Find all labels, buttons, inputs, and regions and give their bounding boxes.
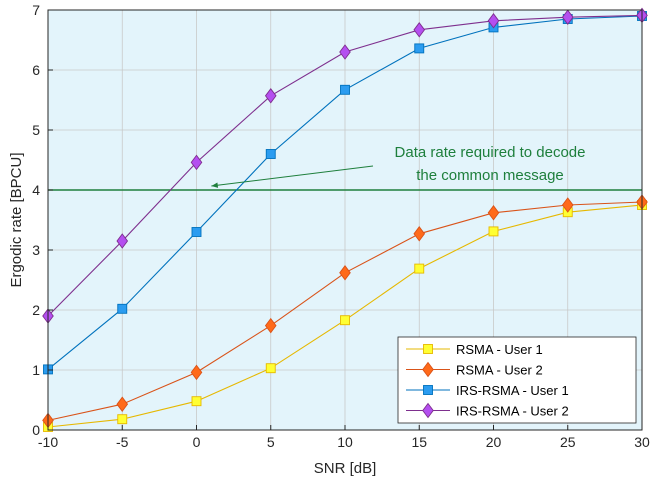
series-2 xyxy=(42,194,648,429)
data-point xyxy=(340,315,350,326)
series-4 xyxy=(42,7,648,324)
y-tick-label: 7 xyxy=(32,2,40,18)
x-tick-label: 5 xyxy=(267,434,275,450)
y-tick-label: 3 xyxy=(32,242,40,258)
data-point xyxy=(264,88,277,104)
series-1 xyxy=(43,200,647,432)
data-point xyxy=(264,317,277,334)
annotation-text-line: Data rate required to decode xyxy=(395,144,586,161)
x-tick-label: 20 xyxy=(486,434,502,450)
legend-marker xyxy=(422,402,434,419)
y-tick-label: 4 xyxy=(32,182,40,198)
series-group xyxy=(42,7,648,432)
data-point xyxy=(339,44,351,60)
legend-box xyxy=(397,336,637,424)
data-point xyxy=(265,363,276,374)
data-point xyxy=(339,265,351,281)
data-point xyxy=(190,154,203,171)
legend-item: RSMA - User 1 xyxy=(406,342,543,357)
data-point xyxy=(413,22,426,38)
legend-label: RSMA - User 1 xyxy=(456,342,543,357)
legend-marker xyxy=(422,361,434,378)
data-point xyxy=(340,84,350,95)
annotation-arrow-line xyxy=(211,165,374,187)
x-tick-label: -10 xyxy=(38,434,58,450)
annotation: Data rate required to decode the common m… xyxy=(211,144,585,188)
x-tick-label: -5 xyxy=(116,434,129,450)
data-point xyxy=(265,149,276,159)
y-tick-label: 6 xyxy=(32,62,40,78)
data-point xyxy=(191,396,202,407)
y-tick-label: 2 xyxy=(32,302,40,318)
data-point xyxy=(117,414,128,425)
data-point xyxy=(561,197,574,213)
legend-marker xyxy=(423,385,433,395)
data-point xyxy=(190,364,203,381)
annotation-text-line: the common message xyxy=(416,167,564,184)
data-point xyxy=(413,226,426,242)
legend-marker xyxy=(423,344,433,354)
x-axis-label: SNR [dB] xyxy=(314,460,377,477)
legend-item: IRS-RSMA - User 2 xyxy=(406,402,569,419)
data-point xyxy=(116,233,129,249)
x-tick-label: 30 xyxy=(634,434,650,450)
legend-label: RSMA - User 2 xyxy=(456,363,543,378)
data-point xyxy=(414,43,425,54)
tick-labels: -10 -5 0 5 10 15 20 25 30 0 1 2 3 4 5 6 7 xyxy=(32,2,650,450)
legend-label: IRS-RSMA - User 2 xyxy=(456,404,569,419)
data-point xyxy=(488,226,499,237)
data-point xyxy=(487,13,500,29)
x-tick-label: 10 xyxy=(337,434,353,450)
y-axis-label: Ergodic rate [BPCU] xyxy=(8,152,25,287)
y-tick-label: 0 xyxy=(32,422,40,438)
legend-item: IRS-RSMA - User 1 xyxy=(406,383,569,398)
y-tick-label: 1 xyxy=(32,362,40,378)
data-point xyxy=(487,205,500,221)
legend-item: RSMA - User 2 xyxy=(406,361,543,378)
legend: RSMA - User 1 RSMA - User 2 IRS-RSMA - Use… xyxy=(397,336,637,424)
data-point xyxy=(116,396,129,412)
legend-label: IRS-RSMA - User 1 xyxy=(456,383,569,398)
data-point xyxy=(117,303,128,314)
x-tick-label: 25 xyxy=(560,434,576,450)
y-tick-label: 5 xyxy=(32,122,40,138)
x-tick-label: 0 xyxy=(193,434,201,450)
x-tick-label: 15 xyxy=(411,434,427,450)
data-point xyxy=(414,263,425,274)
data-point xyxy=(191,227,202,237)
annotation-arrow-head xyxy=(211,182,219,188)
data-point xyxy=(561,9,574,25)
